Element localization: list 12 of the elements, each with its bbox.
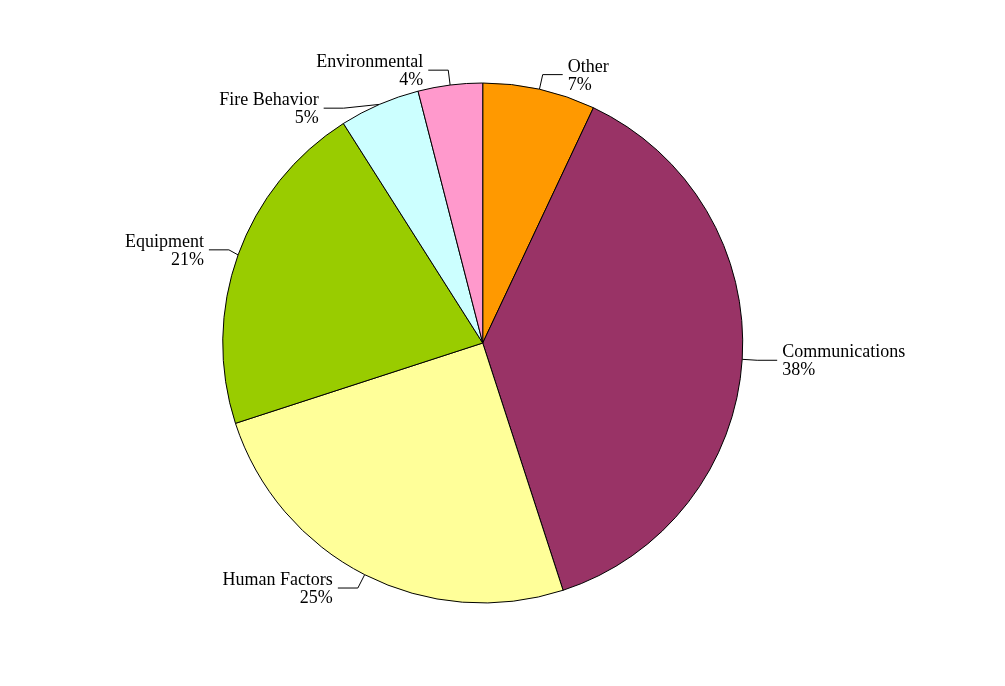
slice-label: Equipment	[124, 230, 204, 251]
data-label: 5%	[294, 107, 319, 128]
data-label: 21%	[170, 248, 204, 269]
slice-label: Fire Behavior	[219, 89, 319, 110]
data-label: 4%	[399, 69, 424, 90]
data-label: 25%	[299, 587, 333, 608]
slice-label: Other	[567, 55, 609, 76]
slice-label: Communications	[782, 341, 906, 362]
slice-label: Environmental	[316, 51, 424, 72]
data-label: 7%	[567, 73, 592, 94]
data-label: 38%	[782, 359, 816, 380]
slice-label: Human Factors	[222, 569, 333, 590]
